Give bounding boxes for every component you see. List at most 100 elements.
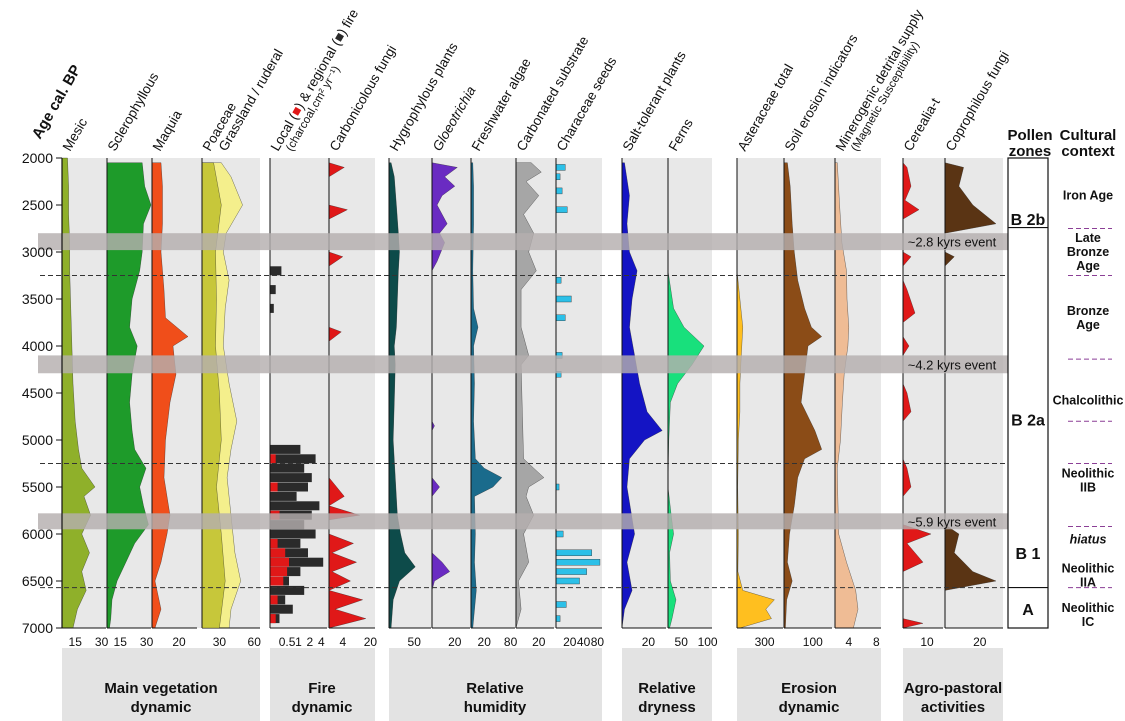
- column-title: Mesic: [60, 115, 91, 153]
- regional-fire-bar: [270, 266, 282, 276]
- group-label-panel-3: [622, 648, 712, 721]
- cultural-period-label: Bronze: [1067, 304, 1109, 318]
- series-bar: [555, 530, 564, 538]
- series-area: [431, 162, 458, 628]
- event-label: ~5.9 kyrs event: [908, 514, 997, 529]
- regional-fire-bar: [270, 463, 305, 473]
- x-tick-label: 80: [591, 635, 605, 649]
- y-tick-label: 3500: [22, 291, 53, 307]
- column-title: Carbonicolous fungi: [327, 43, 400, 154]
- local-fire-bar: [270, 576, 284, 586]
- x-tick-label: 30: [213, 635, 227, 649]
- series-bar: [555, 615, 561, 622]
- pollen-zones-box: [1007, 157, 1049, 629]
- event-band-2: [38, 513, 1008, 530]
- x-tick-label: 30: [95, 635, 109, 649]
- x-tick-label: 100: [803, 635, 823, 649]
- x-tick-label: 0.5: [279, 635, 296, 649]
- group-label-panel-2: [389, 648, 602, 721]
- local-fire-bar: [270, 567, 288, 577]
- group-label-panel-1: [270, 648, 375, 721]
- cultural-period-label: Chalcolithic: [1053, 394, 1124, 408]
- group-label-panel-0: [62, 648, 260, 721]
- local-fire-bar: [270, 548, 286, 558]
- series-bar: [555, 164, 566, 171]
- cultural-context-header: context: [1061, 143, 1114, 160]
- y-tick-label: 3000: [22, 244, 53, 260]
- x-tick-label: 8: [873, 635, 880, 649]
- regional-fire-bar: [270, 454, 316, 464]
- regional-fire-bar: [270, 285, 276, 295]
- series-bar: [555, 601, 567, 608]
- climate-event-bands: ~2.8 kyrs event ~4.2 kyrs event ~5.9 kyrs …: [38, 233, 1008, 529]
- series-bar: [555, 314, 566, 321]
- pollen-zones-header: zones: [1009, 143, 1052, 160]
- column-11: 20 40 80: [555, 158, 605, 649]
- x-tick-label: 20: [364, 635, 378, 649]
- group-label-panel-4: [737, 648, 881, 721]
- group-label: Erosion: [781, 680, 837, 697]
- group-panel-1: [270, 158, 375, 628]
- group-label: Main vegetation: [104, 680, 217, 697]
- local-fire-bar: [270, 454, 276, 464]
- regional-fire-bar: [270, 585, 305, 595]
- regional-fire-bar: [270, 548, 308, 558]
- cultural-period-label: Iron Age: [1063, 189, 1113, 203]
- x-tick-label: 300: [755, 635, 775, 649]
- regional-fire-bar: [270, 482, 308, 492]
- cultural-period-label: IIB: [1080, 480, 1096, 494]
- y-tick-label: 2500: [22, 197, 53, 213]
- series-bar: [555, 277, 562, 284]
- x-tick-label: 15: [114, 635, 128, 649]
- x-tick-label: 4: [339, 635, 346, 649]
- y-tick-label: 7000: [22, 620, 53, 636]
- cultural-period-label: Bronze: [1067, 245, 1109, 259]
- event-label: ~4.2 kyrs event: [908, 357, 997, 372]
- cultural-context-header: Cultural: [1060, 127, 1117, 144]
- series-bar: [555, 568, 587, 575]
- regional-fire-bar: [270, 604, 293, 614]
- cultural-period-label: Neolithic: [1062, 601, 1115, 615]
- y-tick-label: 5500: [22, 479, 53, 495]
- series-bar: [555, 549, 592, 556]
- x-tick-label: 1: [295, 635, 302, 649]
- pollen-zone-label: B 1: [1016, 546, 1041, 563]
- series-area: [106, 162, 152, 629]
- y-tick-label: 4500: [22, 385, 53, 401]
- x-tick-label: 60: [248, 635, 262, 649]
- x-tick-label: 20: [172, 635, 186, 649]
- series-bar: [555, 187, 563, 195]
- local-fire-bar: [270, 557, 289, 567]
- x-tick-label: 20: [973, 635, 987, 649]
- group-label-panel-5: [903, 648, 1003, 721]
- local-fire-bar: [270, 595, 278, 605]
- pollen-zones-header: Pollen: [1007, 127, 1052, 144]
- regional-fire-bar: [270, 529, 316, 539]
- event-band-1: [38, 355, 1008, 374]
- cultural-period-label: hiatus: [1070, 533, 1107, 547]
- regional-fire-bar: [270, 538, 301, 548]
- title-part: ) fire: [335, 6, 361, 37]
- column-1: 15 30: [106, 158, 154, 649]
- x-tick-label: 20: [532, 635, 546, 649]
- group-label: activities: [921, 699, 985, 716]
- x-tick-label: 50: [408, 635, 422, 649]
- regional-fire-bar: [270, 557, 324, 567]
- pollen-zone-label: B 2b: [1011, 212, 1046, 229]
- pollen-zone-label: B 2a: [1011, 412, 1045, 429]
- series-area: [736, 162, 775, 629]
- y-tick-label: 6500: [22, 573, 53, 589]
- group-label: dryness: [638, 699, 696, 716]
- group-label: Relative: [466, 680, 524, 697]
- local-fire-bar: [270, 614, 276, 624]
- series-bar: [555, 559, 601, 566]
- y-tick-label: 6000: [22, 526, 53, 542]
- group-labels: Main vegetation dynamic Fire dynamic Relativ…: [104, 680, 1002, 716]
- regional-fire-bar: [270, 473, 312, 483]
- local-fire-bar: [270, 538, 278, 548]
- regional-fire-bar: [270, 501, 320, 511]
- group-panel-2: [389, 158, 602, 628]
- y-tick-label: 4000: [22, 338, 53, 354]
